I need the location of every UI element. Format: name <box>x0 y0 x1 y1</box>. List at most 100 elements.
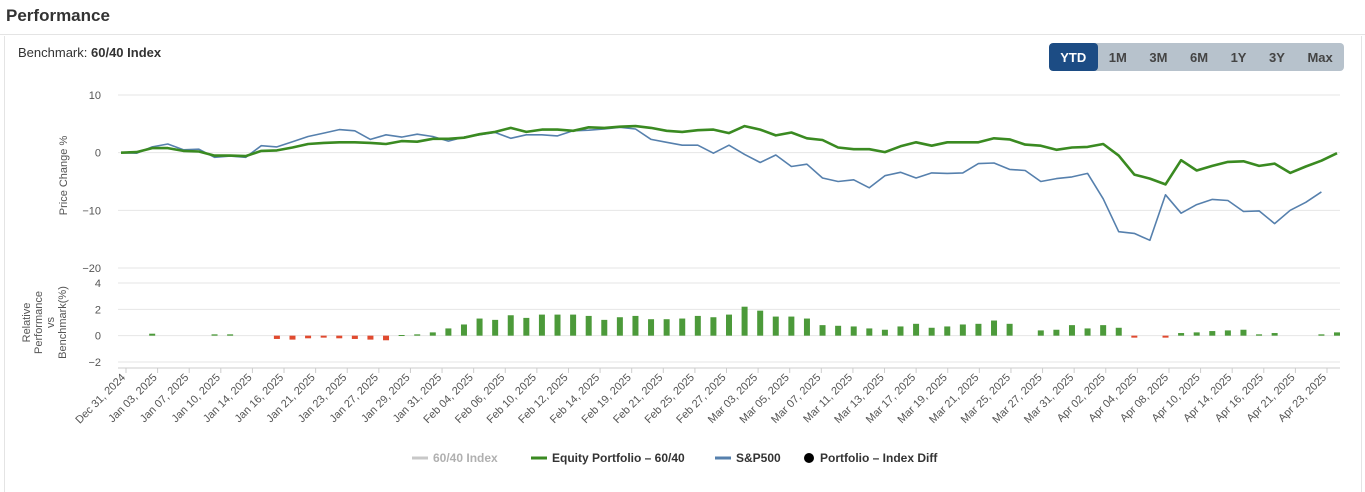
legend-swatch-portfolio-index-diff <box>804 453 814 463</box>
relative-bar <box>414 334 421 336</box>
relative-tick-label: −2 <box>88 357 101 369</box>
legend-item-60-40-index[interactable]: 60/40 Index <box>433 451 498 465</box>
relative-bar <box>835 325 842 336</box>
relative-bar <box>819 325 826 336</box>
relative-bar <box>149 333 156 336</box>
equity-portfolio-line <box>120 124 1338 186</box>
relative-bar <box>227 334 234 336</box>
relative-bar <box>881 329 888 336</box>
relative-bar <box>1100 325 1107 336</box>
relative-bar <box>803 318 810 336</box>
relative-bar <box>1068 325 1075 336</box>
relative-bar <box>398 335 405 337</box>
relative-bar <box>741 306 748 336</box>
relative-tick-label: 0 <box>95 331 101 343</box>
relative-bar <box>492 319 499 336</box>
relative-bar <box>897 326 904 336</box>
relative-bar <box>1178 333 1185 336</box>
relative-bar <box>476 318 483 336</box>
relative-bar <box>913 323 920 336</box>
relative-bar <box>663 319 670 336</box>
relative-bar <box>1224 330 1231 336</box>
range-1y-button[interactable]: 1Y <box>1230 49 1247 65</box>
sp500-line <box>120 126 1322 242</box>
relative-bar <box>1115 327 1122 336</box>
relative-bar <box>507 315 514 336</box>
relative-bar <box>772 316 779 336</box>
page-title: Performance <box>6 6 110 25</box>
relative-bar <box>726 314 732 336</box>
relative-bar <box>788 316 795 336</box>
relative-tick-label: 2 <box>95 304 101 316</box>
relative-bar <box>710 317 717 336</box>
legend-item-equity-portfolio-60-40[interactable]: Equity Portfolio – 60/40 <box>552 451 685 465</box>
relative-bar <box>383 335 390 341</box>
relative-bar <box>460 324 467 336</box>
relative-bar <box>1256 334 1263 336</box>
relative-bar <box>1162 335 1169 338</box>
range-ytd-button[interactable]: YTD <box>1049 43 1098 71</box>
relative-bar <box>320 335 327 338</box>
relative-bar <box>601 319 608 336</box>
relative-bar <box>1318 334 1325 336</box>
relative-bar <box>1131 335 1138 338</box>
relative-bar <box>1209 331 1216 336</box>
range-selector: YTD 1M 3M 6M 1Y 3Y Max <box>1049 43 1344 71</box>
relative-bar <box>944 326 951 336</box>
relative-bar <box>1006 323 1013 336</box>
relative-bar <box>273 335 280 339</box>
relative-bar <box>554 314 561 336</box>
relative-bar <box>850 326 857 336</box>
relative-bar <box>648 319 655 336</box>
range-3y-button[interactable]: 3Y <box>1269 49 1285 65</box>
price-tick-label: −20 <box>82 263 101 275</box>
relative-tick-label: 4 <box>95 278 101 290</box>
relative-bar <box>757 310 764 336</box>
relative-bar <box>585 315 592 336</box>
relative-bar <box>429 332 436 336</box>
relative-axis-title: Relative <box>21 303 33 343</box>
price-tick-label: 0 <box>95 148 101 160</box>
relative-bar <box>1037 330 1044 336</box>
relative-bar <box>679 318 686 336</box>
relative-bar <box>336 335 343 339</box>
relative-bar <box>694 315 701 336</box>
relative-bar <box>1334 332 1340 336</box>
benchmark-value: 60/40 Index <box>91 45 162 60</box>
relative-bar <box>1084 328 1091 336</box>
title-divider <box>0 34 1365 35</box>
relative-bar <box>351 335 358 339</box>
relative-bar <box>975 323 982 336</box>
relative-axis-title: Benchmark(%) <box>57 286 69 359</box>
performance-panel <box>4 36 1362 492</box>
range-3m-button[interactable]: 3M <box>1149 49 1168 65</box>
price-tick-label: −10 <box>82 205 101 217</box>
legend-item-portfolio-index-diff[interactable]: Portfolio – Index Diff <box>820 451 938 465</box>
relative-bar <box>632 315 639 336</box>
price-axis-title: Price Change % <box>58 136 70 216</box>
relative-bar <box>445 328 452 336</box>
relative-bar <box>959 324 966 336</box>
relative-axis-title: vs <box>45 317 57 329</box>
relative-bar <box>991 320 998 336</box>
relative-bar <box>1271 333 1278 336</box>
relative-axis-title: Performance <box>33 291 45 354</box>
range-max-button[interactable]: Max <box>1307 49 1333 65</box>
relative-bar <box>289 335 296 340</box>
benchmark-label: Benchmark: <box>18 45 88 60</box>
range-1m-button[interactable]: 1M <box>1108 49 1127 65</box>
relative-bar <box>1193 332 1200 336</box>
legend-item-s-p500[interactable]: S&P500 <box>736 451 781 465</box>
relative-bar <box>367 335 374 340</box>
price-tick-label: 10 <box>89 90 101 102</box>
range-6m-button[interactable]: 6M <box>1189 49 1209 65</box>
relative-bar <box>616 317 623 336</box>
relative-bar <box>211 334 218 336</box>
relative-bar <box>523 317 530 336</box>
relative-bar <box>538 314 545 336</box>
relative-bar <box>1053 329 1060 336</box>
relative-bar <box>1240 329 1247 336</box>
relative-bar <box>928 327 935 336</box>
relative-bar <box>305 335 312 339</box>
